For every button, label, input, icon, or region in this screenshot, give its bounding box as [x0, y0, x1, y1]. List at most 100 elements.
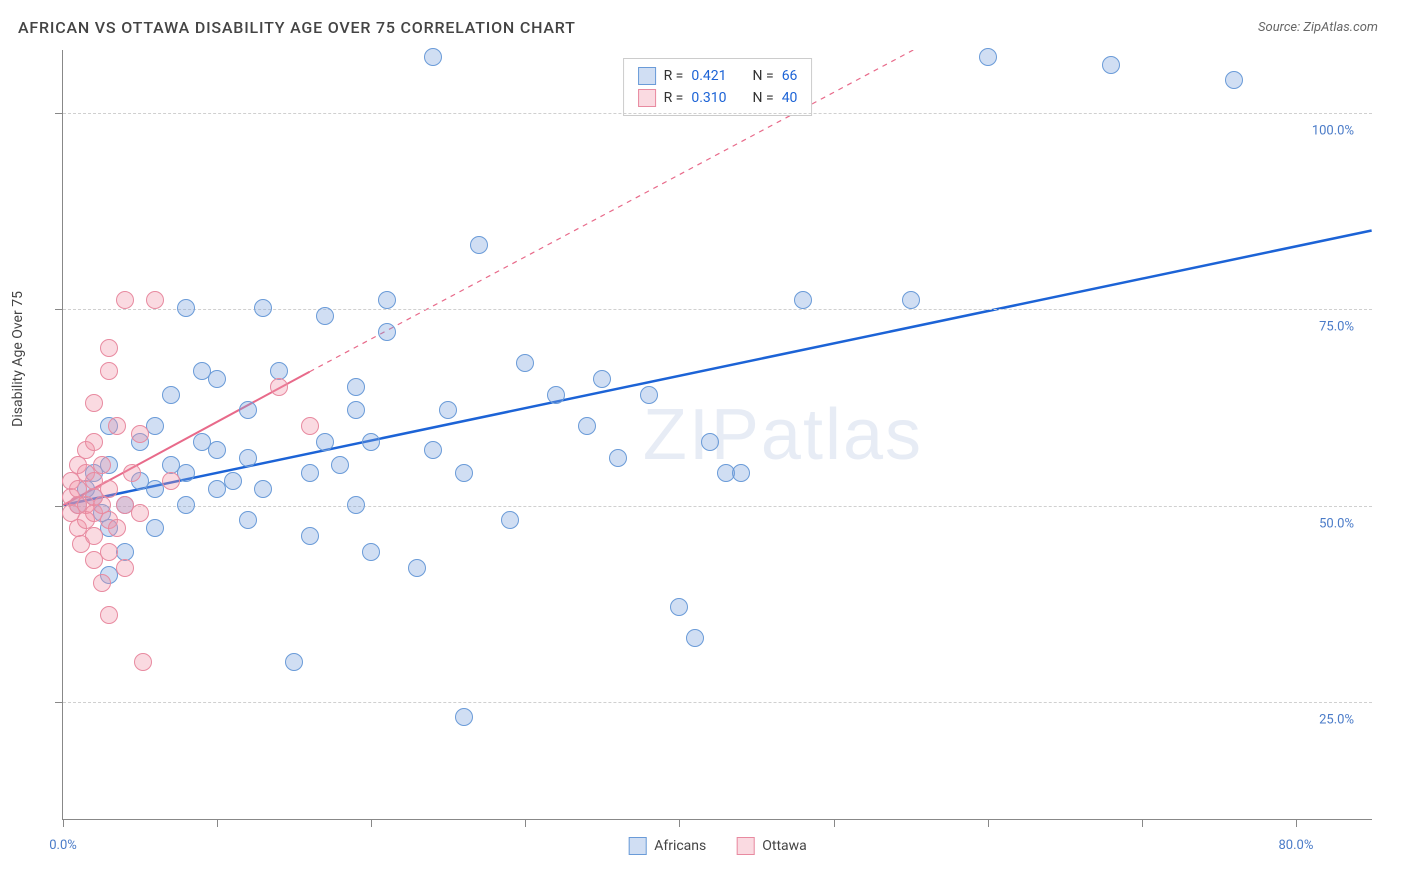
x-tick [371, 819, 372, 827]
legend-item: Ottawa [736, 837, 807, 855]
x-tick-label: 0.0% [49, 838, 77, 853]
data-point [455, 464, 473, 482]
y-tick [55, 309, 63, 310]
source-attribution: Source: ZipAtlas.com [1258, 20, 1378, 35]
data-point [301, 527, 319, 545]
x-tick [1296, 819, 1297, 827]
data-point [100, 362, 118, 380]
data-point [593, 370, 611, 388]
watermark: ZIPatlas [643, 394, 923, 476]
r-value: 0.310 [691, 90, 726, 106]
data-point [254, 299, 272, 317]
data-point [100, 480, 118, 498]
y-axis-title: Disability Age Over 75 [10, 291, 26, 427]
data-point [1102, 56, 1120, 74]
n-value: 66 [782, 68, 798, 84]
data-point [316, 307, 334, 325]
n-label: N = [753, 68, 774, 84]
data-point [547, 386, 565, 404]
data-point [208, 370, 226, 388]
gridline [63, 702, 1372, 703]
data-point [902, 291, 920, 309]
data-point [116, 291, 134, 309]
data-point [347, 496, 365, 514]
legend-row: R = 0.421 N = 66 [638, 65, 798, 87]
y-tick-label: 25.0% [1319, 713, 1354, 728]
data-point [732, 464, 750, 482]
data-point [1225, 71, 1243, 89]
x-tick [988, 819, 989, 827]
legend-label: Ottawa [762, 838, 807, 854]
data-point [578, 417, 596, 435]
n-label: N = [753, 90, 774, 106]
data-point [640, 386, 658, 404]
data-point [146, 519, 164, 537]
data-point [316, 433, 334, 451]
data-point [470, 236, 488, 254]
legend-swatch [638, 89, 656, 107]
data-point [100, 606, 118, 624]
trend-lines [63, 50, 1372, 819]
plot-area: ZIPatlas R =0.421N =66R =0.310N =40 Afri… [62, 50, 1372, 820]
data-point [347, 378, 365, 396]
data-point [378, 323, 396, 341]
correlation-legend: R = 0.421 N = 66R = 0.310 N = 40 [623, 58, 813, 116]
data-point [794, 291, 812, 309]
data-point [254, 480, 272, 498]
data-point [177, 496, 195, 514]
legend-swatch [736, 837, 754, 855]
data-point [455, 708, 473, 726]
data-point [239, 511, 257, 529]
gridline [63, 506, 1372, 507]
data-point [362, 543, 380, 561]
data-point [116, 559, 134, 577]
data-point [424, 48, 442, 66]
series-legend: Africans Ottawa [628, 837, 807, 855]
data-point [331, 456, 349, 474]
legend-label: Africans [654, 838, 706, 854]
data-point [501, 511, 519, 529]
data-point [224, 472, 242, 490]
data-point [701, 433, 719, 451]
data-point [301, 417, 319, 435]
legend-swatch [628, 837, 646, 855]
y-tick [55, 113, 63, 114]
data-point [208, 441, 226, 459]
data-point [93, 456, 111, 474]
data-point [270, 378, 288, 396]
data-point [100, 339, 118, 357]
chart-title: AFRICAN VS OTTAWA DISABILITY AGE OVER 75… [18, 18, 576, 37]
y-tick-label: 50.0% [1319, 516, 1354, 531]
data-point [85, 527, 103, 545]
data-point [378, 291, 396, 309]
data-point [239, 401, 257, 419]
data-point [123, 464, 141, 482]
legend-item: Africans [628, 837, 706, 855]
data-point [239, 449, 257, 467]
data-point [162, 386, 180, 404]
data-point [347, 401, 365, 419]
data-point [285, 653, 303, 671]
r-value: 0.421 [691, 68, 726, 84]
r-label: R = [664, 68, 684, 84]
y-tick-label: 75.0% [1319, 320, 1354, 335]
x-tick [679, 819, 680, 827]
data-point [131, 425, 149, 443]
data-point [609, 449, 627, 467]
data-point [439, 401, 457, 419]
data-point [146, 417, 164, 435]
legend-row: R =0.310N =40 [638, 87, 798, 109]
n-value: 40 [782, 90, 798, 106]
data-point [177, 299, 195, 317]
x-tick-label: 80.0% [1279, 838, 1314, 853]
legend-swatch [638, 67, 656, 85]
data-point [670, 598, 688, 616]
data-point [686, 629, 704, 647]
data-point [408, 559, 426, 577]
data-point [93, 574, 111, 592]
data-point [85, 433, 103, 451]
chart-container: AFRICAN VS OTTAWA DISABILITY AGE OVER 75… [0, 0, 1406, 892]
gridline [63, 113, 1372, 114]
x-tick [525, 819, 526, 827]
data-point [134, 653, 152, 671]
